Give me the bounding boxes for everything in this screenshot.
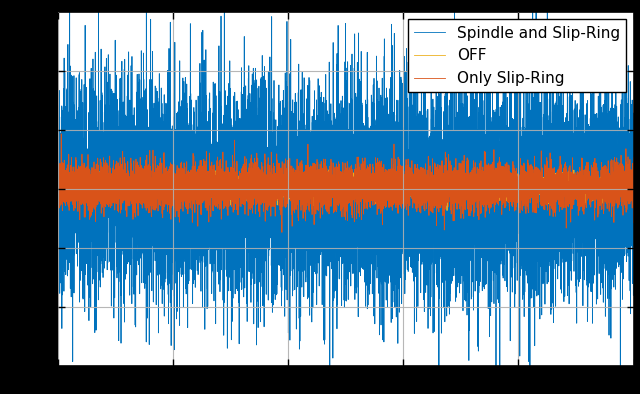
Spindle and Slip-Ring — [54, 160, 61, 165]
Only Slip-Ring — [56, 203, 64, 208]
Line: OFF: OFF — [58, 167, 634, 210]
Spindle and Slip-Ring — [166, 190, 174, 194]
OFF — [56, 191, 64, 195]
Legend: Spindle and Slip-Ring, OFF, Only Slip-Ring: Spindle and Slip-Ring, OFF, Only Slip-Ri… — [408, 19, 626, 92]
Spindle and Slip-Ring — [630, 152, 637, 157]
Only Slip-Ring — [88, 192, 96, 197]
OFF — [335, 191, 343, 196]
Spindle and Slip-Ring — [599, 103, 607, 108]
OFF — [443, 208, 451, 213]
Only Slip-Ring — [166, 178, 174, 183]
Only Slip-Ring — [58, 132, 65, 136]
OFF — [88, 186, 96, 191]
Only Slip-Ring — [335, 162, 343, 167]
Only Slip-Ring — [630, 191, 637, 196]
OFF — [488, 165, 496, 169]
Spindle and Slip-Ring — [335, 230, 343, 235]
Spindle and Slip-Ring — [77, 169, 85, 174]
Line: Spindle and Slip-Ring: Spindle and Slip-Ring — [58, 0, 634, 394]
Only Slip-Ring — [599, 181, 607, 186]
Spindle and Slip-Ring — [88, 210, 96, 215]
OFF — [166, 193, 174, 198]
OFF — [77, 181, 85, 186]
Only Slip-Ring — [278, 230, 285, 235]
Only Slip-Ring — [54, 190, 61, 194]
Line: Only Slip-Ring: Only Slip-Ring — [58, 134, 634, 232]
Spindle and Slip-Ring — [56, 225, 64, 230]
OFF — [599, 186, 607, 191]
OFF — [630, 188, 637, 193]
Only Slip-Ring — [77, 195, 85, 199]
OFF — [54, 188, 61, 192]
